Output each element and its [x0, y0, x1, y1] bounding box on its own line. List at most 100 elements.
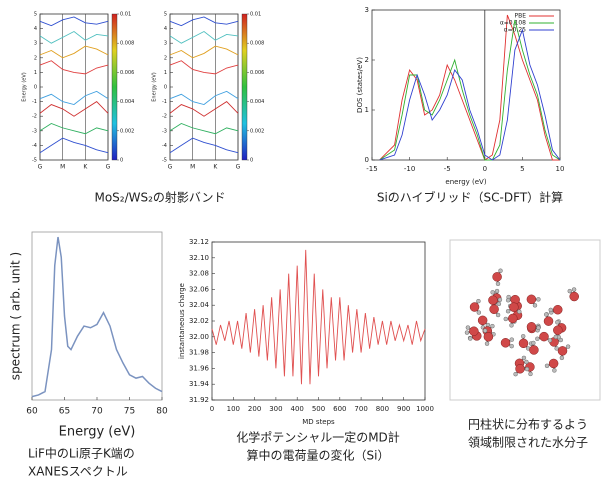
x-tick-label: M — [190, 164, 195, 171]
hydrogen — [504, 317, 508, 321]
x-tick-label: 0 — [210, 405, 214, 413]
y-tick-label: 3 — [365, 6, 369, 14]
x-tick-label: 700 — [354, 405, 367, 413]
series-line — [380, 15, 560, 160]
x-tick-label: 900 — [397, 405, 410, 413]
series-line — [170, 32, 238, 44]
hydrogen — [495, 289, 499, 293]
hydrogen — [521, 334, 525, 338]
colorbar-tick-label: 0 — [120, 158, 123, 164]
oxygen — [558, 346, 567, 355]
caption: 領域制限された水分子 — [468, 435, 588, 450]
oxygen — [501, 338, 510, 347]
series-line — [40, 124, 108, 134]
y-tick-label: -5 — [162, 158, 167, 164]
y-tick-label: -5 — [32, 158, 37, 164]
y-tick-label: -1 — [162, 99, 167, 105]
x-tick-label: -5 — [444, 165, 451, 173]
colorbar-tick-label: 0.004 — [250, 99, 264, 105]
plot-frame — [170, 14, 238, 160]
hydrogen — [510, 344, 514, 348]
series-line — [170, 46, 238, 58]
oxygen — [516, 364, 525, 373]
x-tick-label: 70 — [91, 407, 103, 417]
hydrogen — [514, 372, 518, 376]
colorbar — [242, 14, 247, 160]
series-line — [40, 138, 108, 153]
series-line — [40, 46, 108, 58]
oxygen — [529, 345, 538, 354]
caption: 円柱状に分布するよう — [468, 417, 588, 432]
oxygen — [540, 332, 549, 341]
molecule-frame — [450, 240, 600, 400]
hydrogen — [524, 360, 528, 364]
series-line — [380, 20, 560, 160]
plot-frame — [40, 14, 108, 160]
colorbar-tick-label: 0 — [250, 158, 253, 164]
hydrogen — [572, 288, 576, 292]
series-line — [170, 102, 238, 117]
oxygen — [553, 305, 562, 314]
hydrogen — [525, 367, 529, 371]
oxygen — [549, 359, 558, 368]
x-tick-label: 300 — [269, 405, 282, 413]
colorbar-tick-label: 0.01 — [250, 12, 261, 18]
x-axis-label: energy (eV) — [445, 178, 486, 186]
y-tick-label: 31.92 — [189, 396, 209, 404]
hydrogen — [522, 356, 526, 360]
hydrogen — [509, 323, 513, 327]
legend-label: α=0.25 — [504, 27, 527, 34]
series-line — [40, 17, 108, 26]
y-tick-label: -4 — [162, 143, 167, 149]
colorbar-tick-label: 0.008 — [120, 41, 134, 47]
oxygen — [490, 305, 499, 314]
hydrogen — [528, 372, 532, 376]
hydrogen — [552, 368, 556, 372]
hydrogen — [491, 290, 495, 294]
caption: MoS₂/WS₂の射影バンド — [94, 190, 225, 205]
x-tick-label: 0 — [483, 165, 487, 173]
series-line — [170, 138, 238, 153]
oxygen — [488, 296, 497, 305]
legend-label: α=0.108 — [500, 20, 526, 27]
colorbar-tick-label: 0.002 — [120, 128, 134, 134]
colorbar-tick-label: 0.01 — [120, 12, 131, 18]
x-tick-label: 500 — [312, 405, 325, 413]
oxygen — [508, 314, 517, 323]
colorbar-tick-label: 0.006 — [120, 70, 134, 76]
hydrogen — [476, 299, 480, 303]
series-line — [40, 102, 108, 117]
x-tick-label: K — [83, 164, 88, 171]
x-axis-label: Energy (eV) — [59, 425, 136, 440]
hydrogen — [499, 269, 503, 273]
hydrogen — [506, 298, 510, 302]
x-tick-label: 400 — [291, 405, 304, 413]
y-tick-label: -4 — [32, 143, 37, 149]
y-tick-label: 0 — [34, 85, 37, 91]
x-tick-label: 80 — [156, 407, 168, 417]
y-tick-label: 32.02 — [189, 317, 209, 325]
y-tick-label: 1 — [365, 106, 369, 114]
y-axis-label: DOS (states/eV) — [356, 57, 364, 113]
y-tick-label: -1 — [32, 99, 37, 105]
hydrogen — [531, 341, 535, 345]
y-tick-label: 32.10 — [189, 254, 209, 262]
x-tick-label: K — [213, 164, 218, 171]
hydrogen — [545, 364, 549, 368]
x-tick-label: 60 — [26, 407, 38, 417]
hydrogen — [549, 308, 553, 312]
oxygen — [470, 303, 479, 312]
y-tick-label: 4 — [34, 26, 37, 32]
hydrogen — [548, 338, 552, 342]
hydrogen — [536, 326, 540, 330]
oxygen — [478, 316, 487, 325]
colorbar-tick-label: 0.006 — [250, 70, 264, 76]
caption: LiF中のLi原子K端の — [28, 446, 135, 461]
oxygen — [493, 272, 502, 281]
x-tick-label: 800 — [376, 405, 389, 413]
caption: XANESスペクトル — [28, 465, 128, 479]
x-tick-label: 600 — [333, 405, 346, 413]
y-tick-label: 0 — [365, 156, 369, 164]
y-tick-label: 5 — [34, 12, 37, 18]
